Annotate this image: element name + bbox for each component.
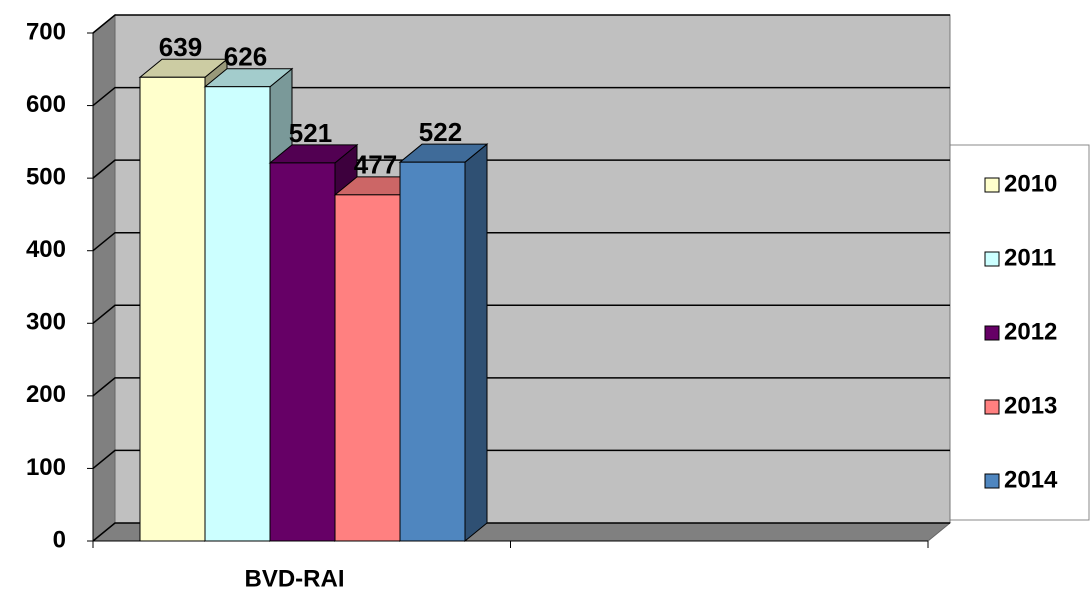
data-label: 626 (224, 42, 267, 72)
legend-swatch (984, 251, 1000, 267)
data-label: 522 (419, 117, 462, 147)
grid-line (92, 304, 950, 324)
y-tick-label: 200 (26, 381, 66, 408)
grid-line (92, 449, 950, 470)
grid-line (92, 14, 950, 34)
bar (204, 86, 271, 542)
y-tick-label: 300 (26, 309, 66, 336)
y-tick-label: 100 (26, 454, 66, 481)
data-label: 639 (159, 32, 202, 62)
bar (334, 194, 401, 542)
legend-swatch (984, 177, 1000, 193)
grid-line (92, 377, 950, 397)
y-tick-label: 700 (26, 18, 66, 45)
data-label: 521 (289, 118, 332, 148)
grid-line (92, 159, 950, 179)
legend-label: 2011 (1004, 244, 1056, 271)
legend-label: 2012 (1004, 318, 1057, 345)
legend-label: 2013 (1004, 392, 1057, 419)
grid-line (92, 522, 950, 542)
y-tick-label: 0 (53, 526, 66, 553)
legend-label: 2010 (1004, 170, 1057, 197)
legend-swatch (984, 399, 1000, 415)
bar (139, 76, 206, 542)
legend-label: 2014 (1004, 466, 1058, 493)
data-label: 477 (354, 150, 397, 180)
legend-swatch (984, 325, 1000, 341)
legend-box (947, 144, 1090, 521)
y-tick-label: 600 (26, 91, 66, 118)
grid-line (92, 86, 950, 107)
legend-swatch (984, 473, 1000, 489)
x-tick-label: BVD-RAI (245, 565, 345, 591)
bar-side (464, 143, 488, 543)
bar (399, 161, 466, 542)
bar (269, 162, 336, 542)
y-tick-label: 500 (26, 163, 66, 190)
grid-line (92, 231, 950, 252)
side-wall (92, 13, 116, 543)
y-tick-label: 400 (26, 236, 66, 263)
